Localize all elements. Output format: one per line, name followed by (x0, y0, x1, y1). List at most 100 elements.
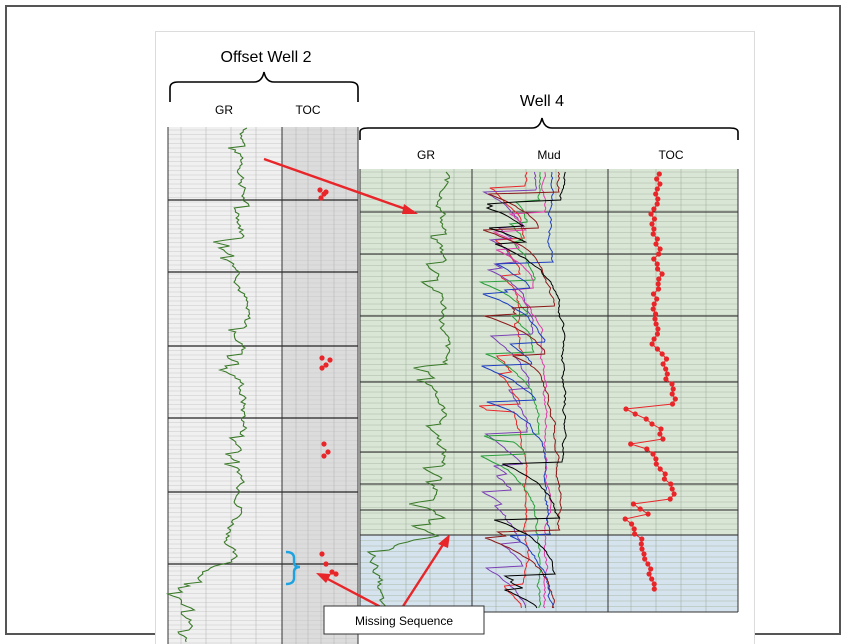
toc-point (629, 521, 635, 527)
toc-point (669, 401, 676, 407)
toc-point (654, 186, 660, 192)
mud-log-curve (492, 171, 552, 609)
missing-sequence-label: Missing Sequence (355, 614, 453, 628)
toc-point (669, 381, 675, 387)
toc-point (641, 551, 647, 557)
toc-point (639, 546, 645, 552)
toc-point (654, 296, 660, 302)
toc-point (669, 391, 675, 397)
toc-point (659, 271, 665, 277)
toc-point (654, 236, 660, 242)
well4-gr-curve (366, 171, 451, 611)
mud-log-curve (478, 171, 542, 609)
toc-point (650, 231, 656, 237)
toc-point (660, 436, 666, 442)
offset-well-gr-label: GR (215, 103, 233, 117)
lower-arrow-line-right (396, 539, 448, 615)
toc-point (653, 191, 659, 197)
well4-bracket-icon (359, 117, 739, 140)
well4-gr-label: GR (417, 148, 435, 162)
mud-log-curve (485, 171, 567, 609)
toc-point (655, 326, 661, 332)
toc-point (642, 556, 648, 562)
toc-point (658, 426, 664, 432)
toc-point (655, 286, 662, 292)
toc-point (668, 481, 674, 487)
toc-point (656, 276, 662, 282)
offset-well-gr-track (168, 127, 282, 644)
toc-point (672, 396, 678, 402)
toc-point (660, 361, 666, 367)
toc-point (632, 531, 638, 537)
toc-point (657, 466, 663, 472)
toc-point (623, 406, 629, 412)
toc-point (657, 181, 663, 187)
upper-arrow-icon (263, 157, 415, 214)
mud-log-curve (482, 171, 563, 609)
toc-point (653, 311, 659, 317)
toc-point (653, 321, 659, 327)
toc-point (661, 476, 667, 482)
toc-point (659, 351, 665, 357)
toc-point (657, 431, 663, 437)
toc-point (669, 486, 675, 492)
toc-point (671, 491, 677, 497)
image-frame: Offset Well 2 GR TOC Well 4 GR Mud TOC (5, 5, 841, 644)
toc-point (654, 331, 660, 337)
toc-point (663, 366, 669, 372)
toc-point (651, 256, 657, 262)
toc-point (657, 246, 663, 252)
toc-point (654, 176, 660, 182)
toc-point (645, 511, 651, 517)
toc-point (662, 471, 668, 477)
toc-point (329, 569, 335, 575)
well4-green-zone (360, 169, 738, 535)
offset-well-gr-curve (165, 127, 251, 643)
toc-point (653, 241, 659, 247)
toc-point (333, 571, 339, 577)
toc-point (654, 261, 660, 267)
missing-interval-bracket-icon (285, 550, 301, 586)
upper-arrowhead-icon (402, 204, 418, 214)
toc-point (628, 441, 634, 447)
toc-point (653, 456, 659, 462)
toc-point (664, 371, 670, 377)
toc-point (631, 526, 637, 532)
toc-point (646, 571, 652, 577)
toc-point (630, 501, 636, 507)
toc-point (319, 365, 325, 371)
toc-point (325, 449, 331, 455)
well4-toc-label: TOC (658, 148, 683, 162)
toc-point (327, 357, 333, 363)
well-correlation-diagram: Offset Well 2 GR TOC Well 4 GR Mud TOC (165, 49, 739, 644)
toc-point (649, 341, 655, 347)
mud-log-curve (481, 171, 555, 609)
toc-point (651, 206, 657, 212)
toc-point (639, 536, 645, 542)
offset-well-log-panel (165, 127, 359, 644)
toc-point (317, 187, 323, 193)
toc-point (323, 561, 329, 567)
toc-point (649, 221, 655, 227)
toc-point (321, 441, 327, 447)
toc-point (632, 411, 638, 417)
missing-sequence-box (323, 605, 485, 635)
toc-point (651, 336, 657, 342)
lower-right-arrowhead-icon (438, 534, 450, 548)
toc-point (319, 355, 325, 361)
toc-point (655, 281, 661, 287)
toc-point (654, 201, 660, 207)
toc-point (648, 566, 654, 572)
toc-point (653, 461, 659, 467)
toc-point (645, 561, 651, 567)
offset-well-title: Offset Well 2 (221, 49, 312, 66)
toc-point (649, 421, 655, 427)
well4-log-panel (359, 169, 739, 613)
toc-point (650, 451, 656, 457)
toc-point (321, 453, 327, 459)
toc-point (323, 189, 329, 195)
toc-point (318, 195, 324, 201)
toc-point (651, 216, 657, 222)
toc-point (637, 506, 643, 512)
toc-point (643, 416, 649, 422)
